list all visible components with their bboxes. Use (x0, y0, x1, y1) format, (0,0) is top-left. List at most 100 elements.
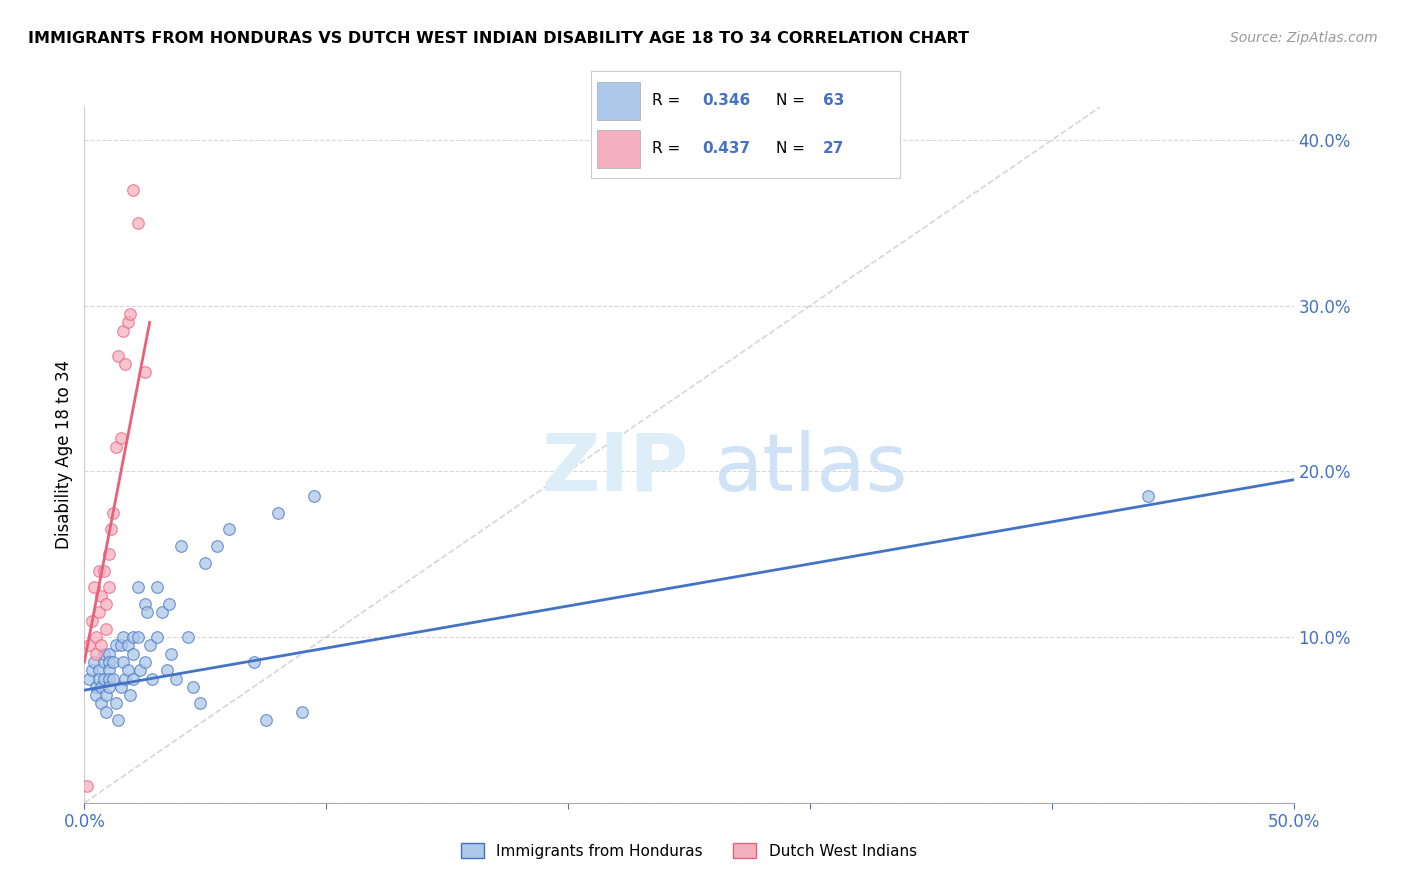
Point (97, 672, 120, 686)
Point (97, 655, 120, 669)
Point (127, 216, 149, 230)
Point (94, 597, 117, 611)
Point (170, 539, 193, 553)
Point (120, 688, 142, 702)
Point (129, 663, 152, 677)
Point (302, 489, 325, 503)
Text: 0.346: 0.346 (702, 93, 751, 108)
Point (97, 680, 120, 694)
Text: R =: R = (652, 93, 686, 108)
Point (86, 680, 108, 694)
Point (90, 697, 112, 711)
Point (117, 639, 139, 653)
Point (93, 647, 115, 661)
Point (83, 655, 105, 669)
Point (97, 663, 120, 677)
Point (136, 605, 159, 619)
Legend: Immigrants from Honduras, Dutch West Indians: Immigrants from Honduras, Dutch West Ind… (456, 837, 922, 864)
Point (138, 639, 160, 653)
Text: IMMIGRANTS FROM HONDURAS VS DUTCH WEST INDIAN DISABILITY AGE 18 TO 34 CORRELATIO: IMMIGRANTS FROM HONDURAS VS DUTCH WEST I… (28, 31, 969, 46)
Point (93, 672, 115, 686)
Point (100, 523, 122, 537)
Point (134, 655, 156, 669)
Point (103, 506, 125, 520)
Point (107, 713, 129, 727)
Point (104, 697, 127, 711)
Point (267, 506, 290, 520)
Point (86, 647, 108, 661)
Point (157, 597, 180, 611)
Point (80, 663, 103, 677)
Point (104, 440, 127, 454)
Point (77, 672, 100, 686)
Point (117, 663, 139, 677)
Point (207, 539, 229, 553)
Point (165, 672, 187, 686)
Text: 0.437: 0.437 (702, 141, 749, 156)
Text: R =: R = (652, 141, 686, 156)
Point (97, 581, 120, 595)
Point (110, 680, 132, 694)
Point (181, 680, 204, 694)
Point (121, 183, 143, 197)
Point (121, 672, 143, 686)
Point (254, 713, 277, 727)
Point (97, 647, 120, 661)
Point (87, 605, 110, 619)
Point (110, 639, 132, 653)
Point (146, 630, 169, 644)
Point (103, 672, 125, 686)
Point (104, 639, 127, 653)
Point (146, 581, 169, 595)
Point (194, 556, 217, 570)
Point (134, 597, 156, 611)
Point (1137, 489, 1160, 503)
Point (110, 431, 132, 445)
Text: 63: 63 (823, 93, 844, 108)
Point (112, 324, 135, 338)
Text: N =: N = (776, 93, 810, 108)
Point (121, 630, 143, 644)
Point (127, 630, 149, 644)
FancyBboxPatch shape (596, 82, 640, 120)
Point (177, 630, 200, 644)
Point (94, 688, 117, 702)
Point (114, 357, 136, 371)
Point (86, 688, 108, 702)
Point (107, 349, 129, 363)
Point (141, 672, 163, 686)
Point (120, 307, 142, 321)
Point (97, 547, 120, 561)
Point (83, 581, 105, 595)
Point (218, 523, 240, 537)
FancyBboxPatch shape (596, 130, 640, 168)
Point (112, 630, 135, 644)
Point (94, 705, 117, 719)
Point (150, 605, 173, 619)
Point (114, 672, 136, 686)
Point (87, 672, 110, 686)
Point (90, 639, 112, 653)
Point (291, 705, 314, 719)
Point (155, 663, 177, 677)
Point (112, 655, 135, 669)
Point (93, 655, 115, 669)
Point (127, 581, 149, 595)
Point (160, 647, 183, 661)
Point (103, 655, 125, 669)
Point (86, 630, 108, 644)
Y-axis label: Disability Age 18 to 34: Disability Age 18 to 34 (55, 360, 73, 549)
Point (80, 614, 103, 628)
Text: N =: N = (776, 141, 810, 156)
Point (76, 779, 98, 793)
Point (134, 365, 156, 379)
Text: atlas: atlas (713, 430, 907, 508)
Point (90, 680, 112, 694)
Point (90, 589, 112, 603)
Point (94, 622, 117, 636)
Point (87, 663, 110, 677)
Point (93, 564, 115, 578)
Point (117, 315, 139, 329)
Point (87, 564, 110, 578)
Point (190, 697, 212, 711)
